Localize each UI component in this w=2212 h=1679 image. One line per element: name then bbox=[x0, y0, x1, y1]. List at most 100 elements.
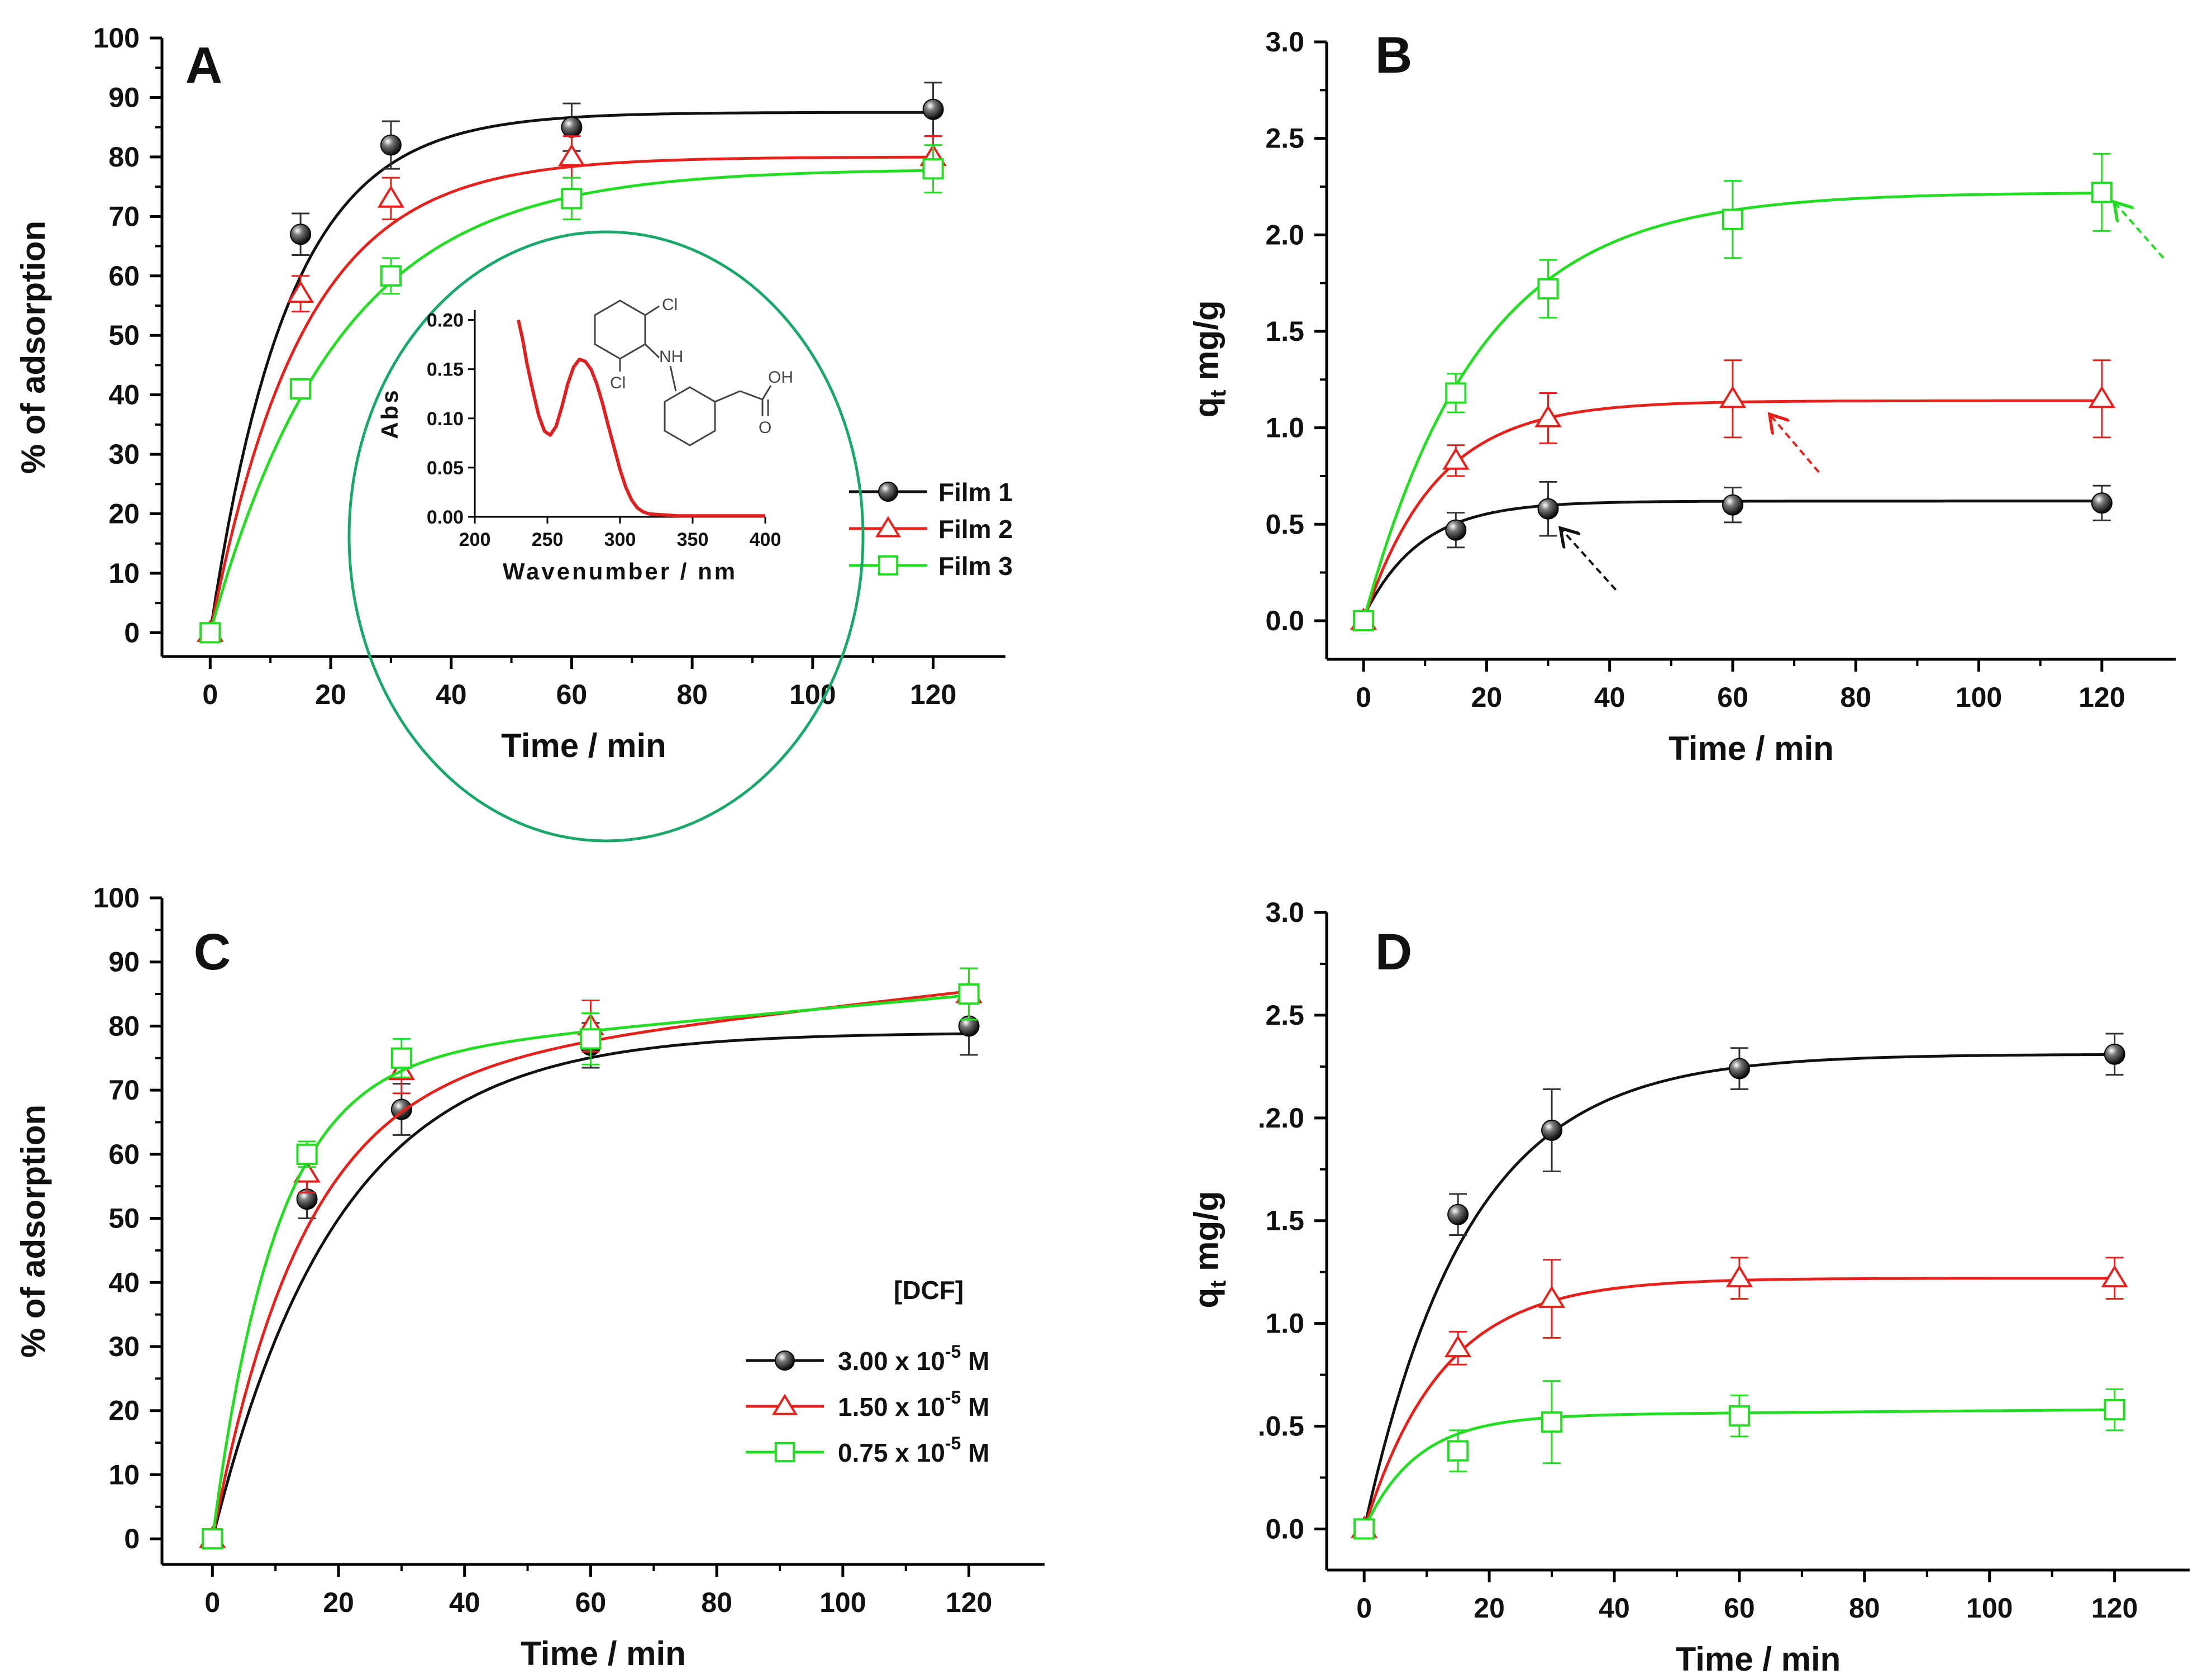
atom-label: OH bbox=[768, 368, 793, 387]
data-point bbox=[1353, 1518, 1375, 1540]
data-point bbox=[290, 223, 312, 245]
x-tick-label: 40 bbox=[1599, 1592, 1630, 1624]
data-point bbox=[561, 188, 583, 210]
data-point bbox=[2104, 1399, 2125, 1421]
inset-x-tick-label: 250 bbox=[532, 529, 564, 550]
y-tick-label: 3.0 bbox=[1265, 26, 1304, 58]
inset-y-tick-label: 0.00 bbox=[427, 507, 464, 528]
data-point bbox=[774, 1442, 795, 1463]
y-tick-label: 1.0 bbox=[1265, 1308, 1304, 1339]
data-point bbox=[296, 1143, 318, 1165]
x-tick-label: 100 bbox=[789, 679, 836, 710]
y-axis-title-main: q bbox=[1188, 397, 1225, 418]
y-axis-title-sub: t bbox=[1206, 390, 1231, 397]
legend-title: [DCF] bbox=[894, 1276, 964, 1305]
data-point bbox=[1447, 1204, 1469, 1225]
data-point bbox=[922, 158, 944, 180]
y-tick-label: 10 bbox=[108, 1459, 140, 1490]
series-3 bbox=[1353, 1380, 2125, 1540]
legend-label-unit: M bbox=[961, 1347, 989, 1376]
x-tick-label: 20 bbox=[323, 1587, 354, 1618]
y-tick-label: 60 bbox=[108, 260, 140, 292]
y-axis-title: qt mg/g bbox=[1188, 1191, 1231, 1309]
series-2 bbox=[1350, 1257, 2128, 1538]
inset-y-title: Abs bbox=[376, 388, 403, 439]
y-axis-title: % of adsorption bbox=[15, 221, 52, 474]
inset-y-tick-label: 0.20 bbox=[427, 310, 464, 331]
x-tick-label: 0 bbox=[1356, 682, 1371, 713]
data-point bbox=[878, 555, 899, 576]
series-3 bbox=[202, 967, 980, 1550]
data-point bbox=[1728, 1058, 1750, 1079]
legend-label-exp: -5 bbox=[945, 1433, 961, 1453]
y-tick-label: 100 bbox=[93, 882, 140, 914]
y-axis-title-unit: mg/g bbox=[1188, 301, 1225, 390]
x-tick-label: 20 bbox=[1471, 682, 1503, 713]
bond bbox=[669, 365, 677, 392]
inset-y-tick-label: 0.05 bbox=[427, 458, 464, 479]
data-point bbox=[1537, 498, 1559, 520]
data-point bbox=[380, 265, 402, 287]
data-point bbox=[2104, 1043, 2125, 1065]
data-point bbox=[1722, 208, 1744, 230]
data-point bbox=[1537, 278, 1559, 300]
data-point bbox=[1725, 1265, 1753, 1288]
x-tick-label: 100 bbox=[1966, 1592, 2013, 1624]
y-axis-title-main: q bbox=[1188, 1288, 1225, 1309]
inset-x-tick-label: 300 bbox=[604, 529, 636, 550]
data-point bbox=[2101, 1265, 2128, 1288]
y-tick-label: 0 bbox=[124, 1523, 140, 1554]
y-tick-label: 80 bbox=[108, 141, 140, 173]
legend-label-main: 1.50 x 10 bbox=[838, 1392, 945, 1421]
y-tick-label: 2.5 bbox=[1265, 1000, 1304, 1031]
legend-label-exp: -5 bbox=[945, 1342, 961, 1362]
legend-label-unit: M bbox=[961, 1438, 989, 1467]
y-tick-label: .2.0 bbox=[1258, 1102, 1304, 1134]
data-point bbox=[390, 1047, 412, 1069]
molecule-structure bbox=[594, 299, 772, 446]
y-tick-label: 1.5 bbox=[1265, 1205, 1304, 1236]
x-tick-label: 60 bbox=[1724, 1592, 1755, 1624]
data-point bbox=[2091, 492, 2113, 514]
y-tick-label: 70 bbox=[108, 201, 140, 232]
legend-label: Film 2 bbox=[938, 515, 1013, 544]
x-tick-label: 120 bbox=[910, 679, 956, 710]
y-tick-label: 1.5 bbox=[1265, 316, 1304, 347]
benzene-ring bbox=[664, 386, 716, 446]
data-point bbox=[1719, 386, 1747, 408]
x-tick-label: 60 bbox=[1717, 682, 1748, 713]
panel-letter: B bbox=[1375, 27, 1412, 84]
panel-c: 0 20 40 60 80 100 120 0 10 20 30 40 50 60 70 80 90 100 Tim… bbox=[15, 882, 1045, 1672]
y-tick-label: 0.0 bbox=[1265, 1513, 1304, 1544]
data-point bbox=[1541, 1411, 1563, 1433]
x-tick-label: 40 bbox=[449, 1587, 480, 1618]
benzene-ring bbox=[594, 299, 646, 360]
y-tick-label: 30 bbox=[108, 439, 140, 470]
data-point bbox=[2088, 386, 2116, 408]
atom-label: Cl bbox=[662, 296, 678, 314]
legend-label-exp: -5 bbox=[945, 1387, 961, 1407]
atom-label: O bbox=[759, 418, 771, 437]
x-tick-label: 60 bbox=[575, 1587, 607, 1618]
y-tick-label: 40 bbox=[108, 379, 140, 411]
x-tick-label: 80 bbox=[1840, 682, 1871, 713]
bond bbox=[761, 385, 772, 400]
y-tick-label: 50 bbox=[108, 1203, 140, 1234]
data-point bbox=[377, 185, 405, 208]
panel-a: 0 20 40 60 80 100 120 0 10 20 30 40 50 60 70 80 90 100 Tim… bbox=[15, 22, 1013, 843]
y-tick-label: .0.5 bbox=[1258, 1411, 1304, 1442]
inset-x-title: Wavenumber / nm bbox=[503, 558, 737, 584]
y-tick-label: 0.0 bbox=[1265, 605, 1304, 636]
inset-x-tick-label: 400 bbox=[750, 529, 781, 550]
panel-d: 0 20 40 60 80 100 120 0.0 .0.5 1.0 1.5 .2.0 2.5 3.0 Ti… bbox=[1188, 897, 2190, 1678]
legend-label: Film 3 bbox=[938, 551, 1013, 581]
data-point bbox=[771, 1393, 798, 1415]
y-axis-title: % of adsorption bbox=[15, 1105, 52, 1358]
x-tick-label: 80 bbox=[701, 1587, 732, 1618]
x-tick-label: 80 bbox=[1849, 1592, 1880, 1624]
legend-label: 0.75 x 10-5 M bbox=[838, 1433, 989, 1467]
y-tick-label: 90 bbox=[108, 946, 140, 978]
y-tick-label: 0 bbox=[124, 617, 140, 648]
x-tick-label: 0 bbox=[1356, 1592, 1372, 1624]
